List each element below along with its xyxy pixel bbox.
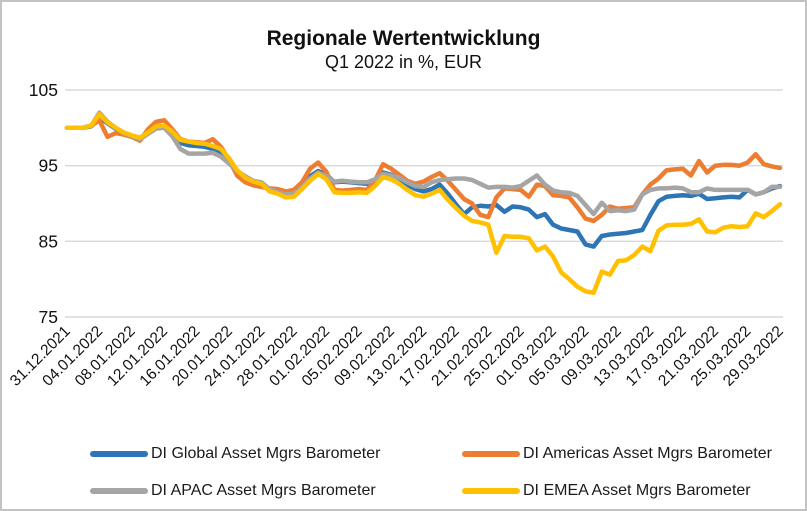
- y-axis-tick-label: 85: [39, 231, 58, 251]
- legend-item-global: DI Global Asset Mgrs Barometer: [90, 445, 380, 463]
- chart-subtitle: Q1 2022 in %, EUR: [324, 52, 483, 72]
- legend-label: DI Americas Asset Mgrs Barometer: [523, 445, 772, 462]
- legend-label: DI APAC Asset Mgrs Barometer: [151, 482, 376, 499]
- y-axis-tick-label: 105: [29, 80, 58, 100]
- y-axis-tick-label: 75: [39, 307, 58, 327]
- legend-line-swatch: [90, 488, 148, 494]
- legend-line-swatch: [90, 451, 148, 457]
- chart-title: Regionale Wertentwicklung: [266, 27, 541, 50]
- legend-line-swatch: [462, 451, 520, 457]
- legend-item-emea: DI EMEA Asset Mgrs Barometer: [462, 482, 751, 500]
- legend-item-apac: DI APAC Asset Mgrs Barometer: [90, 482, 376, 500]
- series-line-global: [64, 114, 783, 249]
- y-axis-tick-label: 95: [39, 156, 58, 176]
- legend-label: DI Global Asset Mgrs Barometer: [151, 445, 381, 462]
- legend-label: DI EMEA Asset Mgrs Barometer: [523, 482, 751, 499]
- legend-item-americas: DI Americas Asset Mgrs Barometer: [462, 445, 772, 463]
- series-line-emea: [64, 111, 783, 296]
- legend-line-swatch: [462, 488, 520, 494]
- series-line-apac: [64, 110, 783, 217]
